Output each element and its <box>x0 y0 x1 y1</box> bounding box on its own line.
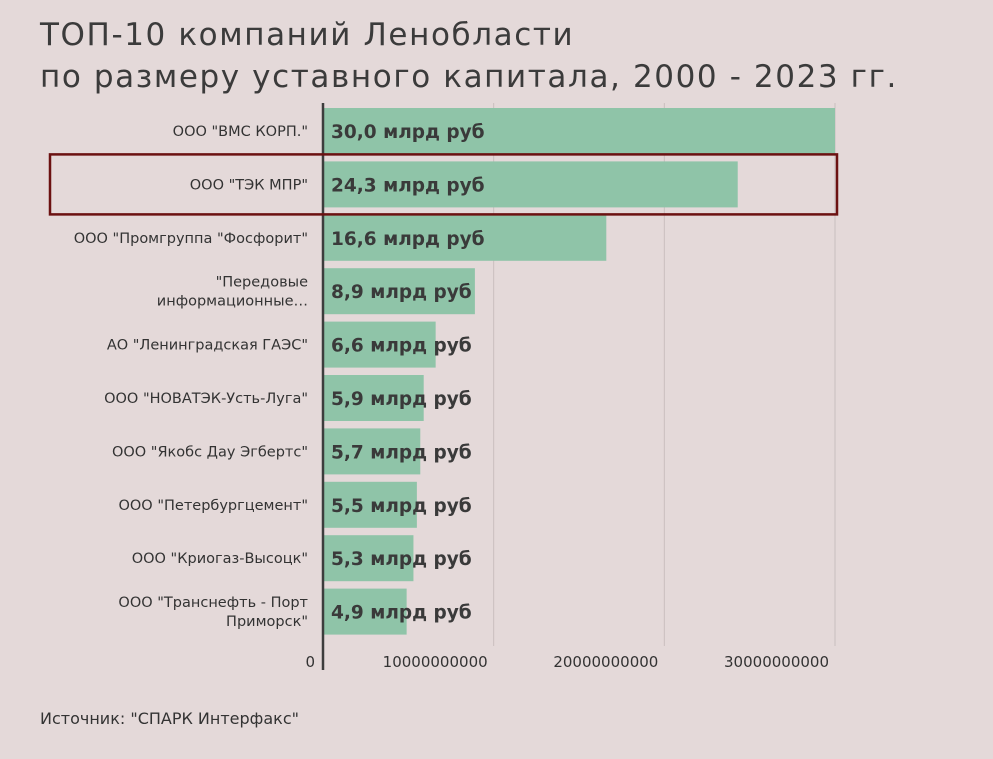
category-label-7-line-0: ООО "Петербургцемент" <box>118 498 308 514</box>
category-label-9: ООО "Транснефть - Порт Приморск" <box>118 595 308 630</box>
data-label-8: 5,3 млрд руб <box>331 549 472 570</box>
category-label-3-line-0: "Передовые <box>216 275 309 291</box>
x-tick-label-1: 10000000000 <box>383 653 488 671</box>
bar-6 <box>323 428 421 475</box>
category-label-1: ООО "ТЭК МПР" <box>190 177 308 193</box>
title-line-2: по размеру уставного капитала, 2000 - 20… <box>40 59 898 95</box>
category-label-5-line-0: ООО "НОВАТЭК-Усть-Луга" <box>104 391 308 407</box>
bar-8 <box>323 535 414 582</box>
category-label-6-line-0: ООО "Якобс Дау Эгбертс" <box>112 444 308 460</box>
category-label-4-line-0: АО "Ленинградская ГАЭС" <box>107 338 308 354</box>
data-label-4: 6,6 млрд руб <box>331 336 472 357</box>
bar-7 <box>323 481 417 528</box>
highlight-box <box>48 153 839 216</box>
x-tick-label-2: 20000000000 <box>553 653 658 671</box>
category-label-8: ООО "Криогаз-Высоцк" <box>132 551 308 567</box>
data-label-2: 16,6 млрд руб <box>331 229 485 250</box>
x-tick-label-0: 0 <box>305 653 315 671</box>
data-label-5: 5,9 млрд руб <box>331 389 472 410</box>
category-label-0-line-0: ООО "ВМС КОРП." <box>173 124 308 140</box>
bar-5 <box>323 375 424 421</box>
bar-2 <box>323 214 607 261</box>
x-tick-label-3: 30000000000 <box>724 653 829 671</box>
bar-3 <box>323 268 475 315</box>
category-label-7: ООО "Петербургцемент" <box>118 498 308 514</box>
bar-9 <box>323 588 407 635</box>
category-label-8-line-0: ООО "Криогаз-Высоцк" <box>132 551 308 567</box>
category-label-3-line-1: информационные… <box>157 294 308 310</box>
category-label-4: АО "Ленинградская ГАЭС" <box>107 338 308 354</box>
bar-4 <box>323 321 436 368</box>
title-line-1: ТОП-10 компаний Ленобласти <box>40 17 575 53</box>
data-label-0: 30,0 млрд руб <box>331 122 485 143</box>
chart-title: ТОП-10 компаний Ленобласти по размеру ус… <box>40 14 898 98</box>
data-label-7: 5,5 млрд руб <box>331 496 472 517</box>
source-note: Источник: "СПАРК Интерфакс" <box>40 709 299 728</box>
data-label-9: 4,9 млрд руб <box>331 603 472 624</box>
bar-0 <box>323 108 835 154</box>
category-label-6: ООО "Якобс Дау Эгбертс" <box>112 444 308 460</box>
category-label-0: ООО "ВМС КОРП." <box>173 124 308 140</box>
category-label-3: "Передовые информационные… <box>157 275 308 310</box>
data-label-1: 24,3 млрд руб <box>331 175 485 196</box>
data-label-3: 8,9 млрд руб <box>331 282 472 303</box>
bar-chart: 30,0 млрд руб ООО "ВМС КОРП." 24,3 млрд ру… <box>48 103 839 671</box>
data-label-6: 5,7 млрд руб <box>331 442 472 463</box>
category-label-5: ООО "НОВАТЭК-Усть-Луга" <box>104 391 308 407</box>
category-label-9-line-1: Приморск" <box>226 614 308 630</box>
bar-1 <box>323 161 738 208</box>
category-label-9-line-0: ООО "Транснефть - Порт <box>118 595 308 611</box>
category-label-2: ООО "Промгруппа "Фосфорит" <box>74 231 308 247</box>
category-label-1-line-0: ООО "ТЭК МПР" <box>190 177 308 193</box>
category-label-2-line-0: ООО "Промгруппа "Фосфорит" <box>74 231 308 247</box>
